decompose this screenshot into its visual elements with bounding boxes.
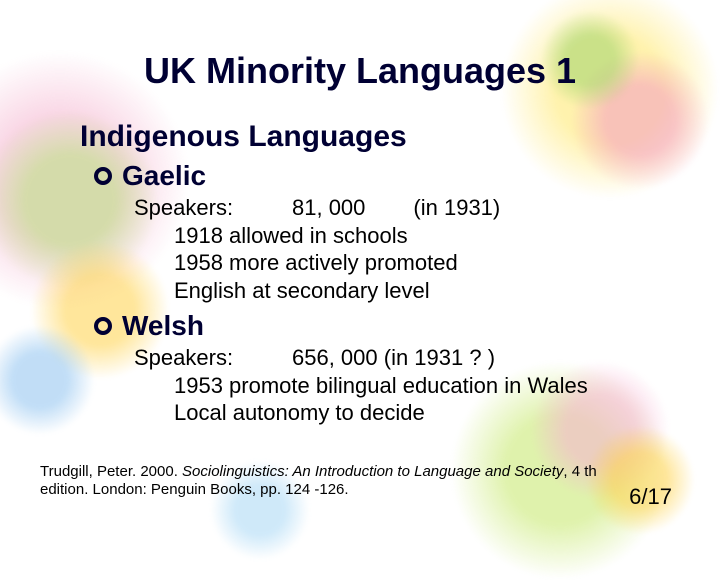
language-heading: Welsh [94,310,660,342]
speakers-count: 81, 000 [292,194,365,222]
page-number: 6/17 [629,484,672,510]
language-details: Speakers: 656, 000 (in 1931 ? ) 1953 pro… [134,344,660,427]
language-block-welsh: Welsh Speakers: 656, 000 (in 1931 ? ) 19… [94,310,660,427]
speakers-row: Speakers: 81, 000 (in 1931) [134,194,660,222]
language-block-gaelic: Gaelic Speakers: 81, 000 (in 1931) 1918 … [94,160,660,304]
page-title: UK Minority Languages 1 [60,50,660,92]
detail-line: 1918 allowed in schools [174,222,660,250]
detail-line: Local autonomy to decide [174,399,660,427]
bullet-icon [94,167,112,185]
speakers-row: Speakers: 656, 000 (in 1931 ? ) [134,344,660,372]
language-details: Speakers: 81, 000 (in 1931) 1918 allowed… [134,194,660,304]
speakers-label: Speakers: [134,194,244,222]
speakers-count: 656, 000 (in 1931 ? ) [292,344,495,372]
detail-line: English at secondary level [174,277,660,305]
bullet-icon [94,317,112,335]
speakers-note: (in 1931) [413,194,500,222]
language-heading: Gaelic [94,160,660,192]
detail-lines: 1953 promote bilingual education in Wale… [174,372,660,427]
slide-content: UK Minority Languages 1 Indigenous Langu… [0,0,720,463]
detail-lines: 1918 allowed in schools 1958 more active… [174,222,660,305]
subtitle: Indigenous Languages [80,120,660,154]
citation: Trudgill, Peter. 2000. Sociolinguistics:… [40,463,600,501]
detail-line: 1953 promote bilingual education in Wale… [174,372,660,400]
language-name: Gaelic [122,160,206,192]
speakers-label: Speakers: [134,344,244,372]
citation-title: Sociolinguistics: An Introduction to Lan… [182,463,563,480]
detail-line: 1958 more actively promoted [174,249,660,277]
language-name: Welsh [122,310,204,342]
citation-author: Trudgill, Peter. 2000. [40,463,182,480]
